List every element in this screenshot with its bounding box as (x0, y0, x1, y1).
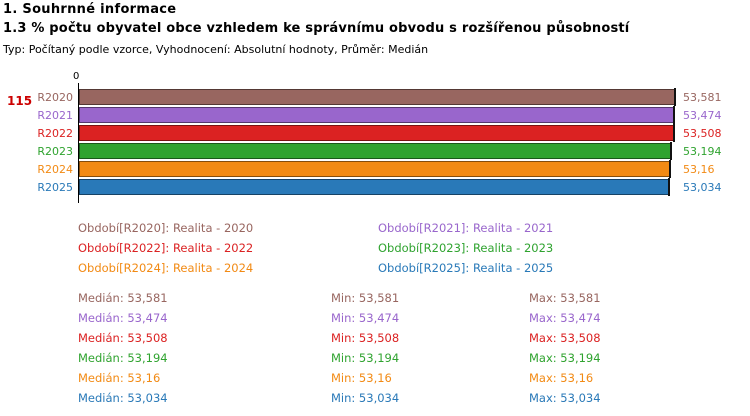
legend: Období[R2020]: Realita - 2020 Období[R20… (78, 221, 553, 275)
stats-table: Medián: 53,581 Min: 53,581 Max: 53,581 M… (78, 291, 601, 405)
stat-median: Medián: 53,194 (78, 351, 168, 365)
legend-item: Období[R2023]: Realita - 2023 (378, 241, 554, 255)
bar-track: 53,508 (79, 124, 722, 142)
legend-item: Období[R2025]: Realita - 2025 (378, 261, 554, 275)
legend-item: Období[R2021]: Realita - 2021 (378, 221, 554, 235)
page-subtitle: 1.3 % počtu obyvatel obce vzhledem ke sp… (3, 21, 630, 36)
stat-min: Min: 53,16 (331, 371, 392, 385)
legend-item: Období[R2020]: Realita - 2020 (78, 221, 254, 235)
bar-category-label: R2024 (37, 163, 73, 176)
bar-category-label: R2020 (37, 91, 73, 104)
bar-row: R2021 53,474 (0, 106, 750, 124)
bar (79, 179, 669, 195)
bar (79, 89, 675, 105)
bar-track: 53,034 (79, 178, 722, 196)
bar-value-label: 53,194 (683, 145, 722, 158)
stat-max: Max: 53,474 (529, 311, 601, 325)
page-title: 1. Souhrnné informace (3, 2, 177, 17)
bar-value-label: 53,16 (683, 163, 715, 176)
median-whisker (672, 106, 675, 124)
bar-chart: R2020 53,581 R2021 53,474 R2022 53,508 R… (0, 88, 750, 196)
bar-track: 53,474 (79, 106, 722, 124)
stat-median: Medián: 53,034 (78, 391, 168, 405)
median-whisker (673, 124, 676, 142)
stat-min: Min: 53,474 (331, 311, 400, 325)
bar-row: R2025 53,034 (0, 178, 750, 196)
median-whisker (674, 88, 676, 106)
stat-max: Max: 53,194 (529, 351, 601, 365)
meta-line: Typ: Počítaný podle vzorce, Vyhodnocení:… (3, 43, 429, 56)
stat-min: Min: 53,194 (331, 351, 400, 365)
stat-max: Max: 53,16 (529, 371, 594, 385)
bar-track: 53,194 (79, 142, 722, 160)
bar (79, 107, 674, 123)
stat-max: Max: 53,581 (529, 291, 601, 305)
bar-value-label: 53,508 (683, 127, 722, 140)
bar (79, 161, 671, 177)
bar-category-label: R2021 (37, 109, 73, 122)
bar-row: R2024 53,16 (0, 160, 750, 178)
x-axis-zero-label: 0 (73, 71, 80, 82)
stat-median: Medián: 53,16 (78, 371, 161, 385)
stat-median: Medián: 53,581 (78, 291, 168, 305)
row-count-badge: 115 (7, 94, 33, 108)
bar-value-label: 53,034 (683, 181, 722, 194)
stat-min: Min: 53,581 (331, 291, 400, 305)
median-whisker (669, 160, 672, 178)
stat-min: Min: 53,034 (331, 391, 400, 405)
bar-track: 53,16 (79, 160, 715, 178)
median-whisker (667, 178, 670, 196)
y-axis-line (78, 83, 79, 203)
legend-item: Období[R2022]: Realita - 2022 (78, 241, 254, 255)
bar-category-label: R2022 (37, 127, 73, 140)
bar (79, 125, 675, 141)
bar-row: R2022 53,508 (0, 124, 750, 142)
bar-value-label: 53,581 (683, 91, 722, 104)
bar (79, 143, 671, 159)
bar-track: 53,581 (79, 88, 722, 106)
stat-median: Medián: 53,508 (78, 331, 168, 345)
stat-min: Min: 53,508 (331, 331, 400, 345)
stat-max: Max: 53,034 (529, 391, 601, 405)
bar-row: R2023 53,194 (0, 142, 750, 160)
legend-item: Období[R2024]: Realita - 2024 (78, 261, 254, 275)
bar-category-label: R2023 (37, 145, 73, 158)
median-whisker (669, 142, 672, 160)
stat-median: Medián: 53,474 (78, 311, 168, 325)
bar-value-label: 53,474 (683, 109, 722, 122)
bar-category-label: R2025 (37, 181, 73, 194)
bar-row: R2020 53,581 (0, 88, 750, 106)
stat-max: Max: 53,508 (529, 331, 601, 345)
